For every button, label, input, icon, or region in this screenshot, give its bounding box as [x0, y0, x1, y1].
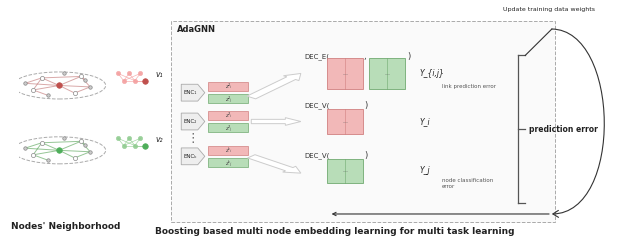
- Text: error: error: [442, 184, 456, 189]
- Bar: [208, 146, 248, 155]
- Text: AdaGNN: AdaGNN: [177, 26, 216, 35]
- Bar: [327, 159, 363, 183]
- Text: node classification: node classification: [442, 178, 493, 183]
- Text: Boosting based multi node embedding learning for multi task learning: Boosting based multi node embedding lear…: [155, 227, 515, 236]
- Text: v₁: v₁: [156, 70, 163, 79]
- Text: ENCₖ: ENCₖ: [184, 154, 197, 159]
- Text: ): ): [365, 151, 368, 160]
- Polygon shape: [247, 73, 301, 99]
- Bar: [208, 82, 248, 91]
- Polygon shape: [181, 148, 205, 165]
- Polygon shape: [252, 118, 301, 125]
- Text: ENC₂: ENC₂: [184, 119, 197, 124]
- Polygon shape: [181, 84, 205, 101]
- Bar: [208, 94, 248, 104]
- FancyArrowPatch shape: [552, 29, 604, 217]
- Text: link prediction error: link prediction error: [442, 84, 496, 89]
- Text: ): ): [407, 52, 410, 61]
- Text: z²ᵢ: z²ᵢ: [225, 113, 231, 118]
- Text: Update training data weights: Update training data weights: [503, 7, 595, 12]
- Text: Y_j: Y_j: [420, 166, 431, 175]
- Text: ...: ...: [342, 119, 348, 124]
- Text: DEC_V(: DEC_V(: [304, 103, 330, 109]
- Text: Nodes' Neighborhood: Nodes' Neighborhood: [11, 222, 120, 231]
- Text: ENC₁: ENC₁: [184, 90, 197, 95]
- Text: DEC_V(: DEC_V(: [304, 152, 330, 158]
- Text: v₂: v₂: [156, 135, 163, 144]
- Text: Y_{i,j}: Y_{i,j}: [420, 69, 445, 78]
- Text: zᵏᵢ: zᵏᵢ: [225, 148, 231, 153]
- Text: ,: ,: [364, 52, 366, 61]
- Text: DEC_E(: DEC_E(: [304, 53, 329, 60]
- Bar: [327, 58, 363, 89]
- Polygon shape: [181, 113, 205, 130]
- Text: z²ⱼ: z²ⱼ: [225, 125, 231, 131]
- Text: ...: ...: [342, 168, 348, 173]
- Text: ⋮: ⋮: [187, 132, 199, 145]
- Polygon shape: [248, 155, 301, 173]
- Bar: [327, 110, 363, 133]
- Text: ): ): [365, 101, 368, 110]
- Text: ...: ...: [342, 71, 348, 76]
- Bar: [208, 111, 248, 120]
- Text: z¹ᵢ: z¹ᵢ: [225, 84, 231, 89]
- Text: z¹ⱼ: z¹ⱼ: [225, 96, 231, 102]
- Bar: [208, 158, 248, 167]
- Text: ...: ...: [384, 71, 390, 76]
- Bar: [171, 21, 555, 222]
- Text: zᵏⱼ: zᵏⱼ: [225, 160, 231, 165]
- Text: Y_i: Y_i: [420, 117, 431, 126]
- Bar: [208, 123, 248, 132]
- Text: prediction error: prediction error: [529, 125, 598, 134]
- Bar: [369, 58, 405, 89]
